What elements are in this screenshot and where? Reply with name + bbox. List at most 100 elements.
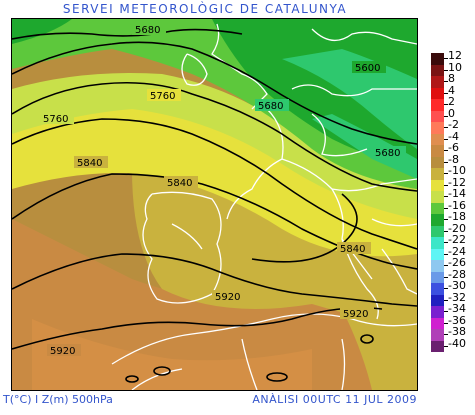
- legend-item: -36: [431, 313, 471, 329]
- legend-label: -30: [448, 279, 466, 292]
- legend-tick: [444, 207, 448, 209]
- legend-swatch: [431, 76, 444, 88]
- legend-tick: [444, 138, 448, 140]
- legend-tick: [444, 311, 448, 312]
- temperature-geopotential-map: 5600 5680 5680 5680 5760 5760 5840 5840 …: [11, 18, 418, 391]
- legend-item: 10: [431, 60, 471, 76]
- legend-label: 8: [448, 72, 455, 85]
- legend-tick: [444, 219, 448, 220]
- legend-swatch: [431, 156, 444, 168]
- temperature-legend: 12 10 8 4 2 0 -2 -4 -6 -8 -10 -12 -14 -16 -18 -20 -22 -24…: [431, 49, 471, 352]
- contour-label-5840-b: 5840: [167, 178, 192, 189]
- legend-item: -20: [431, 221, 471, 237]
- legend-item: 4: [431, 83, 471, 99]
- legend-label: -2: [448, 118, 459, 131]
- legend-item: -14: [431, 188, 471, 203]
- legend-item: -16: [431, 198, 471, 214]
- legend-item: 8: [431, 72, 471, 88]
- legend-label: -20: [448, 221, 466, 235]
- legend-label: -16: [448, 198, 466, 212]
- contour-label-5920-c: 5920: [50, 346, 75, 357]
- legend-item: -6: [431, 141, 471, 157]
- legend-item: -38: [431, 325, 471, 341]
- page-title: SERVEI METEOROLÒGIC DE CATALUNYA: [62, 2, 348, 16]
- legend-swatch: [431, 306, 444, 318]
- legend-swatch: [431, 110, 444, 122]
- legend-tick: [444, 161, 448, 163]
- legend-swatch: [431, 53, 444, 65]
- legend-item: -4: [431, 129, 471, 145]
- legend-item: -40: [431, 336, 471, 352]
- legend-item: -12: [431, 175, 471, 191]
- legend-label: 4: [448, 83, 455, 97]
- contour-label-5840-c: 5840: [340, 244, 365, 255]
- contour-label-5680-b: 5680: [258, 101, 283, 112]
- legend-label: -32: [448, 290, 466, 304]
- legend-label: -40: [448, 336, 466, 350]
- legend-item: -26: [431, 256, 471, 272]
- legend-label: -38: [448, 325, 466, 338]
- legend-label: -12: [448, 175, 466, 189]
- legend-tick: [444, 81, 448, 82]
- legend-swatch: [431, 64, 444, 76]
- contour-label-5920-b: 5920: [343, 309, 368, 320]
- legend-tick: [444, 276, 448, 278]
- contour-label-5760-a: 5760: [150, 91, 175, 102]
- legend-label: -28: [448, 267, 466, 281]
- legend-swatch: [431, 225, 444, 237]
- legend-label: 12: [448, 49, 462, 62]
- legend-tick: [444, 253, 448, 255]
- legend-tick: [444, 150, 448, 151]
- legend-tick: [444, 69, 448, 71]
- legend-swatch: [431, 99, 444, 111]
- legend-tick: [444, 115, 448, 117]
- legend-tick: [444, 345, 448, 347]
- legend-label: -26: [448, 256, 466, 269]
- legend-tick: [444, 242, 448, 243]
- contour-label-5680-a: 5680: [135, 25, 160, 36]
- legend-swatch: [431, 122, 444, 134]
- legend-tick: [444, 288, 448, 289]
- legend-label: 0: [448, 106, 455, 120]
- legend-item: -30: [431, 279, 471, 295]
- legend-item: -2: [431, 118, 471, 134]
- contour-label-5920-a: 5920: [215, 292, 240, 303]
- legend-item: -28: [431, 267, 471, 283]
- legend-tick: [444, 173, 448, 174]
- legend-swatch: [431, 294, 444, 306]
- legend-tick: [444, 334, 448, 335]
- legend-swatch: [431, 248, 444, 260]
- contour-label-5760-b: 5760: [43, 114, 68, 125]
- contour-label-5840-a: 5840: [77, 158, 102, 169]
- legend-swatch: [431, 87, 444, 99]
- contour-label-5680-c: 5680: [375, 148, 400, 159]
- legend-label: -6: [448, 141, 459, 154]
- legend-tick: [444, 230, 448, 232]
- legend-swatch: [431, 340, 444, 352]
- legend-swatch: [431, 283, 444, 295]
- legend-swatch: [431, 202, 444, 214]
- legend-tick: [444, 184, 448, 186]
- legend-item: -18: [431, 211, 471, 226]
- legend-swatch: [431, 260, 444, 272]
- legend-swatch: [431, 179, 444, 191]
- legend-tick: [444, 92, 448, 94]
- legend-label: -36: [448, 313, 466, 327]
- legend-label: -22: [448, 233, 466, 246]
- legend-tick: [444, 265, 448, 266]
- legend-swatch: [431, 145, 444, 157]
- contour-label-5600: 5600: [355, 63, 380, 74]
- legend-label: -34: [448, 302, 466, 315]
- legend-label: -4: [448, 129, 459, 143]
- legend-item: 2: [431, 96, 471, 111]
- legend-item: -32: [431, 290, 471, 306]
- legend-label: 10: [448, 60, 462, 74]
- legend-swatch: [431, 168, 444, 180]
- legend-swatch: [431, 317, 444, 329]
- legend-swatch: [431, 214, 444, 226]
- legend-item: -22: [431, 233, 471, 249]
- legend-swatch: [431, 329, 444, 341]
- legend-tick: [444, 299, 448, 301]
- legend-swatch: [431, 237, 444, 249]
- legend-item: 0: [431, 106, 471, 122]
